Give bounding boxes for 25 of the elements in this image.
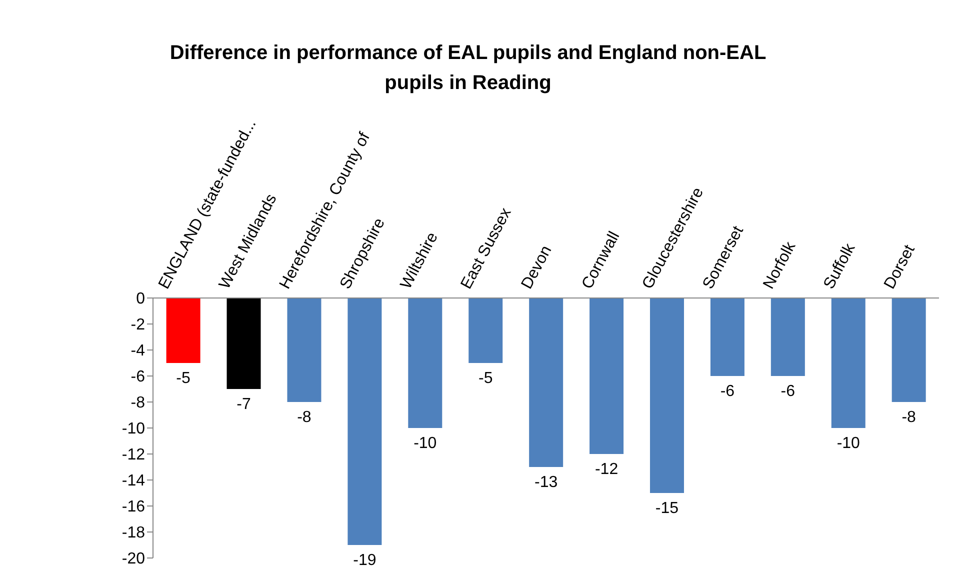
data-label: -5: [478, 370, 493, 387]
data-label: -10: [836, 435, 860, 452]
data-label: -6: [780, 383, 796, 400]
data-label: -8: [297, 409, 312, 426]
data-label: -5: [176, 370, 191, 387]
y-tick-label: -12: [122, 446, 146, 464]
data-label: -7: [236, 396, 251, 413]
y-tick-label: -10: [122, 420, 146, 438]
data-label: -6: [720, 383, 735, 400]
data-label: -13: [534, 474, 558, 491]
y-tick-label: -8: [130, 394, 146, 412]
y-tick-label: -2: [130, 316, 146, 334]
y-tick-label: -4: [130, 342, 146, 360]
y-tick-label: -18: [122, 524, 146, 542]
data-label: -8: [902, 409, 916, 426]
y-tick-label: -20: [122, 550, 146, 568]
data-label: -15: [655, 500, 679, 517]
data-label: -12: [594, 461, 618, 478]
y-tick-label: -16: [122, 498, 146, 516]
y-tick-label: -14: [122, 472, 146, 490]
chart-title: Difference in performance of EAL pupils and England non-EAL pupils in Reading: [168, 41, 768, 96]
data-label: -10: [414, 435, 437, 452]
y-tick-label: -6: [130, 368, 146, 386]
y-tick-label: 0: [136, 290, 146, 308]
data-label: -19: [353, 552, 376, 569]
